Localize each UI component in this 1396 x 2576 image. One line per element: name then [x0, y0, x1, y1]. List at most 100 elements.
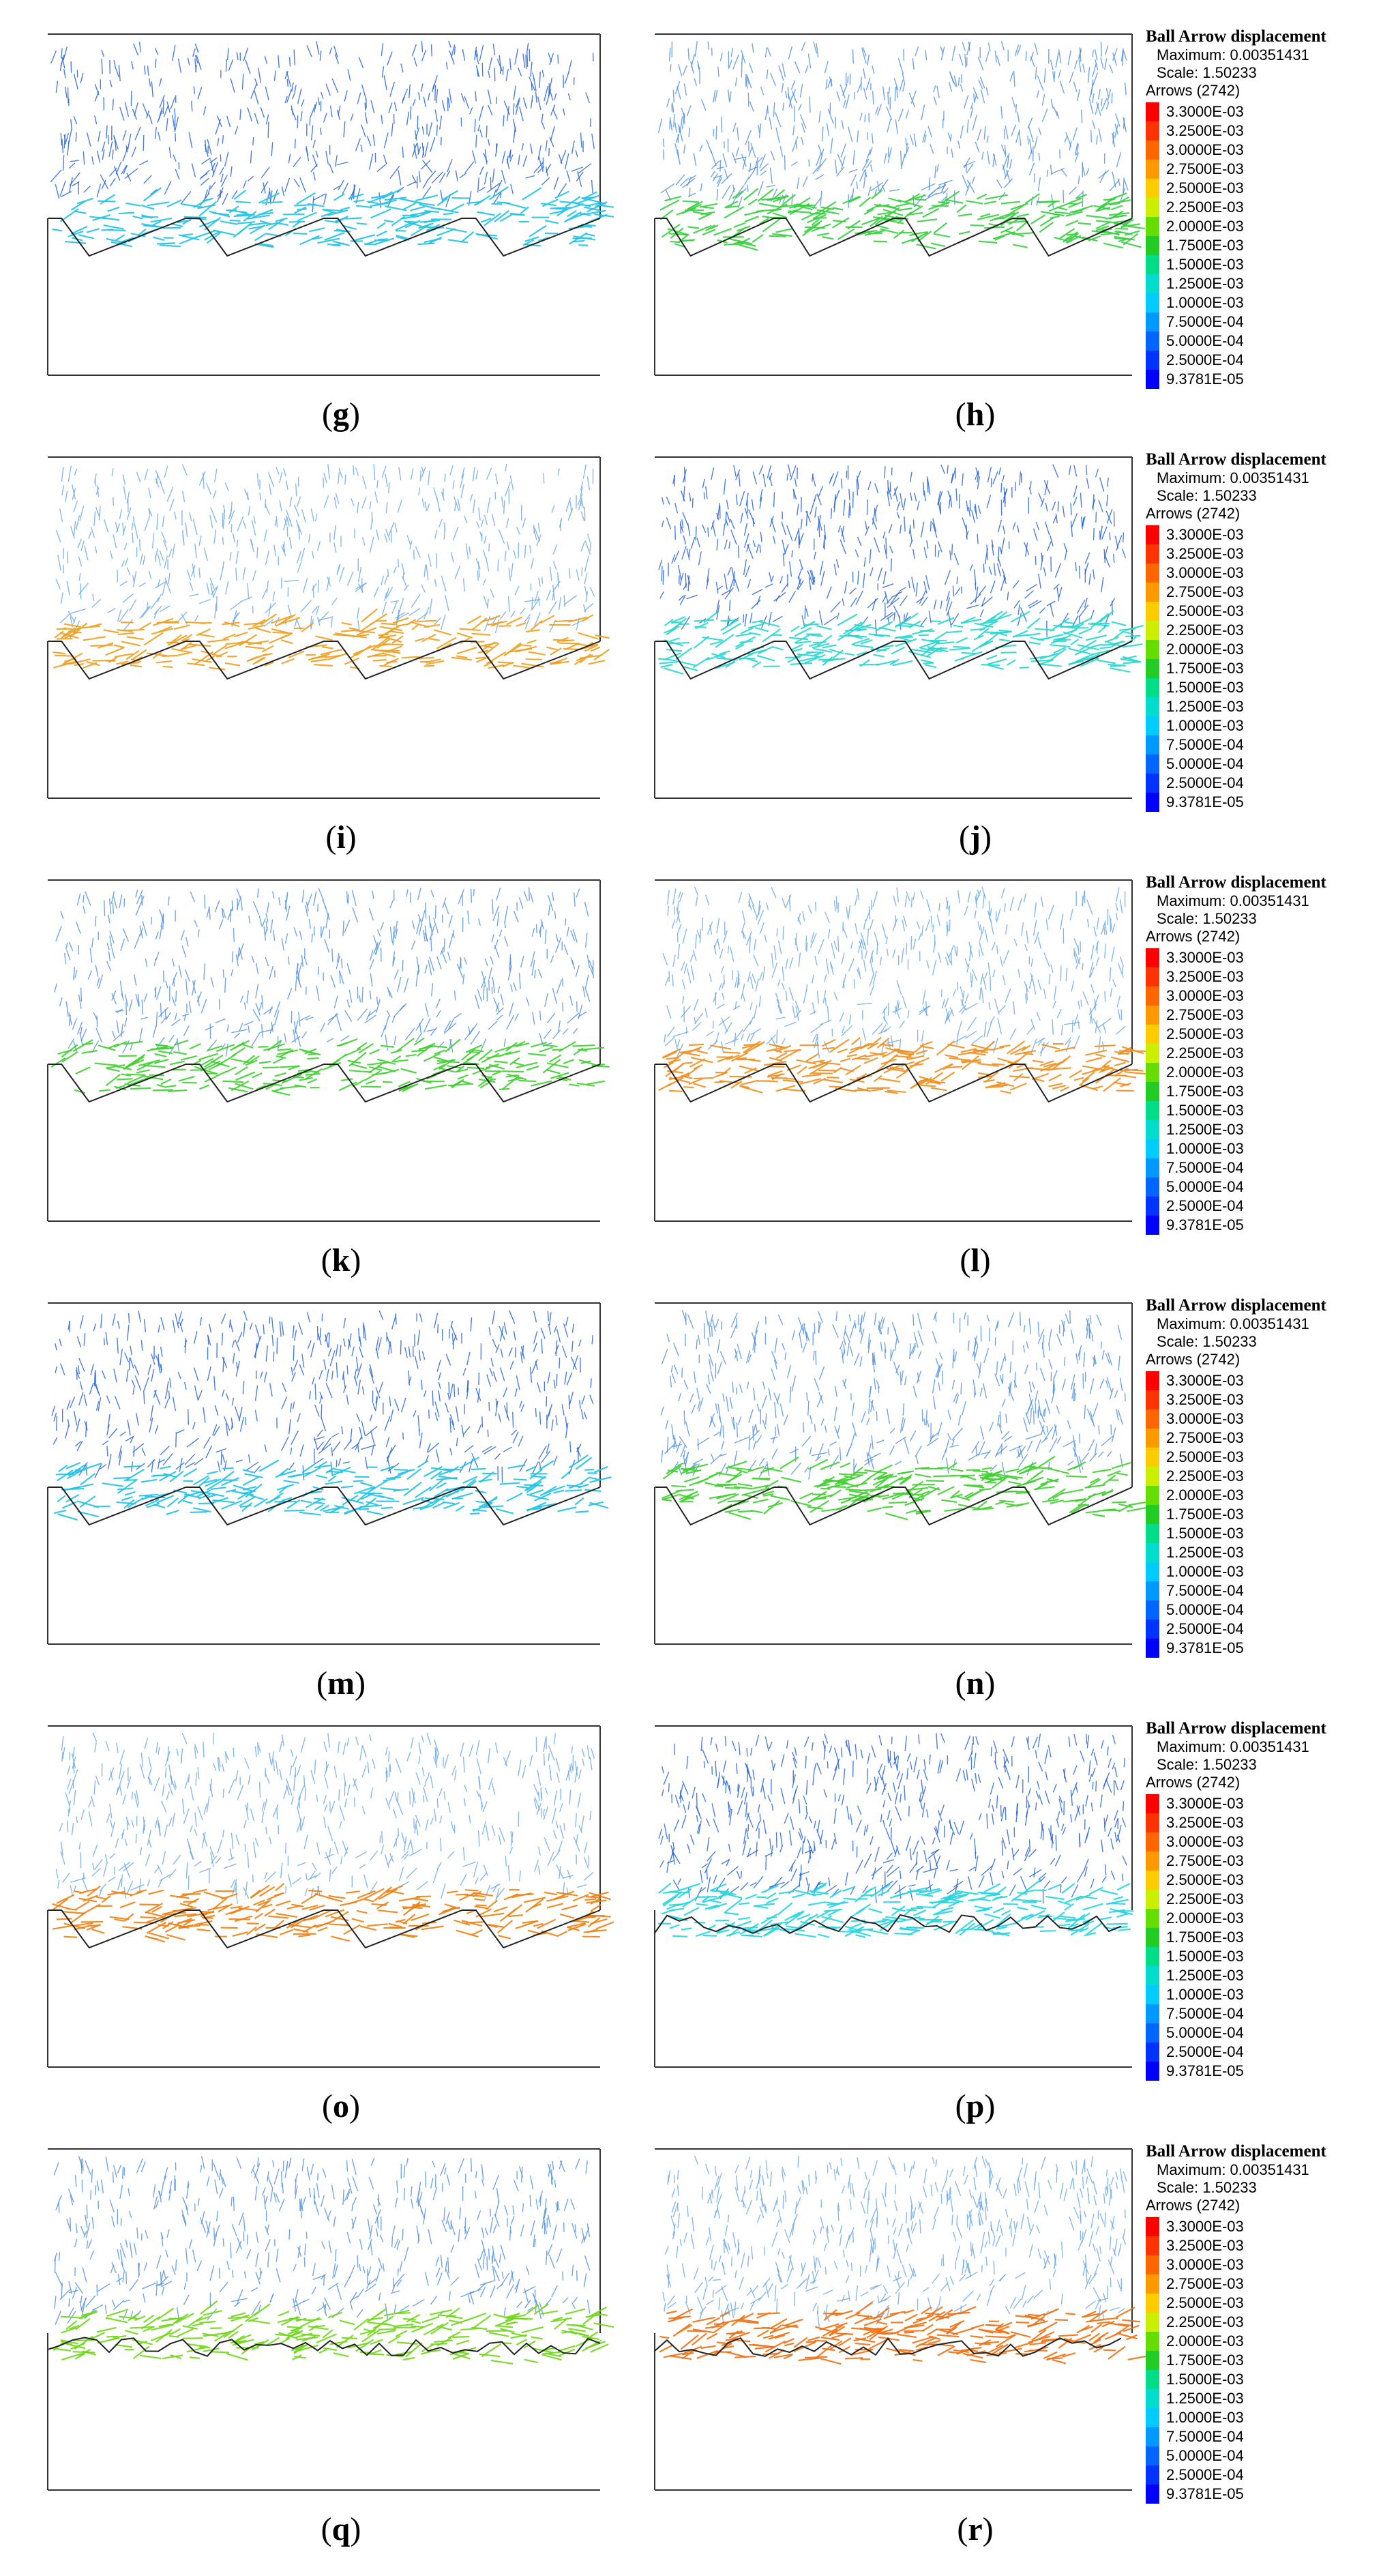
legend-value: 2.5000E-04 [1166, 774, 1244, 791]
vector-plot-o [47, 1725, 614, 2068]
legend-value: 9.3781E-05 [1166, 2062, 1244, 2079]
tooth-profile [654, 1914, 1122, 1935]
panel-m [27, 1283, 641, 1678]
legend-swatch [1146, 1390, 1159, 1409]
panel-caption-h: (h) [955, 396, 996, 433]
color-legend: Ball Arrow displacement Maximum: 0.003514… [1146, 1719, 1391, 2101]
legend-value: 1.2500E-03 [1166, 698, 1244, 715]
legend-maximum: Maximum: 0.00351431 [1157, 469, 1309, 486]
legend-value: 3.0000E-03 [1166, 141, 1244, 158]
legend-swatch [1146, 583, 1159, 602]
legend-value: 9.3781E-05 [1166, 1216, 1244, 1233]
legend-swatch [1146, 1044, 1159, 1063]
legend-arrows-count: Arrows (2742) [1146, 928, 1241, 945]
arrow-field [52, 1732, 614, 1943]
legend-title: Ball Arrow displacement [1146, 2142, 1326, 2161]
legend-value: 2.7500E-03 [1166, 1852, 1244, 1869]
legend-swatch [1146, 2408, 1159, 2427]
legend-swatch [1146, 1505, 1159, 1524]
legend-value: 1.2500E-03 [1166, 275, 1244, 292]
legend-value: 9.3781E-05 [1166, 2485, 1244, 2502]
arrow-field [660, 1309, 1146, 1521]
legend-value: 3.0000E-03 [1166, 564, 1244, 581]
legend-value: 2.5000E-03 [1166, 2294, 1244, 2311]
legend-swatch [1146, 141, 1159, 160]
legend-value: 7.5000E-04 [1166, 313, 1244, 330]
legend-value: 2.0000E-03 [1166, 641, 1244, 658]
legend-swatch [1146, 2427, 1159, 2446]
legend-swatch [1146, 1562, 1159, 1581]
vector-plot-n [654, 1302, 1146, 1645]
panel-label: i [336, 819, 346, 855]
tooth-profile [655, 218, 1133, 257]
legend-value: 5.0000E-04 [1166, 1601, 1244, 1618]
legend-swatch [1146, 755, 1159, 774]
legend-value: 2.2500E-03 [1166, 2313, 1244, 2330]
legend-value: 2.5000E-04 [1166, 2466, 1244, 2483]
legend-swatch [1146, 2370, 1159, 2389]
legend-swatch [1146, 697, 1159, 716]
legend-value: 3.2500E-03 [1166, 545, 1244, 562]
legend-swatch [1146, 544, 1159, 564]
legend-swatch [1146, 621, 1159, 640]
panel-caption-q: (q) [321, 2511, 361, 2547]
legend-swatch [1146, 160, 1159, 179]
legend-value: 2.5000E-04 [1166, 351, 1244, 368]
color-legend: Ball Arrow displacement Maximum: 0.003514… [1146, 873, 1391, 1255]
legend-swatch [1146, 640, 1159, 659]
vector-plot-r [654, 2148, 1146, 2491]
legend-swatch [1146, 2062, 1159, 2081]
legend-swatch [1146, 735, 1159, 755]
arrow-field [51, 1310, 612, 1521]
panel-r [648, 2128, 1262, 2524]
legend-value: 1.0000E-03 [1166, 294, 1244, 311]
legend-swatch [1146, 2217, 1159, 2236]
arrow-field [658, 464, 1144, 675]
legend-swatch [1146, 2236, 1159, 2255]
legend-maximum: Maximum: 0.00351431 [1157, 1315, 1309, 1332]
legend-value: 5.0000E-04 [1166, 2447, 1244, 2464]
vector-plot-l [654, 879, 1146, 1222]
legend-value: 2.0000E-03 [1166, 1487, 1244, 1504]
legend-swatch [1146, 2294, 1159, 2313]
legend-arrows-count: Arrows (2742) [1146, 1774, 1241, 1791]
legend-value: 3.2500E-03 [1166, 2237, 1244, 2254]
legend-swatch [1146, 102, 1159, 121]
arrow-field [52, 2155, 614, 2365]
legend-value: 1.7500E-03 [1166, 2352, 1244, 2369]
legend-swatch [1146, 564, 1159, 583]
legend-maximum: Maximum: 0.00351431 [1157, 46, 1309, 63]
panel-k [27, 860, 641, 1255]
panel-h [648, 14, 1262, 409]
legend-value: 3.0000E-03 [1166, 1410, 1244, 1427]
legend-value: 3.0000E-03 [1166, 987, 1244, 1004]
legend-swatch [1146, 774, 1159, 793]
legend-value: 3.3000E-03 [1166, 103, 1244, 120]
panel-label: o [333, 2088, 349, 2124]
legend-swatch [1146, 2485, 1159, 2504]
tooth-profile [654, 2337, 1122, 2357]
panel-caption-j: (j) [959, 819, 992, 855]
legend-value: 1.0000E-03 [1166, 717, 1244, 734]
legend-swatch [1146, 1832, 1159, 1852]
legend-swatch [1146, 525, 1159, 544]
legend-value: 2.7500E-03 [1166, 1429, 1244, 1446]
panel-caption-k: (k) [321, 1242, 361, 1278]
panel-caption-m: (m) [316, 1665, 366, 1701]
legend-swatch [1146, 2274, 1159, 2294]
panel-label: r [968, 2511, 983, 2547]
panel-label: k [331, 1242, 351, 1278]
arrow-field [53, 463, 610, 671]
tooth-profile [655, 641, 1133, 680]
panel-i [27, 437, 641, 832]
tooth-profile [48, 1064, 601, 1103]
legend-value: 3.2500E-03 [1166, 1391, 1244, 1408]
legend-value: 1.0000E-03 [1166, 1563, 1244, 1580]
legend-swatch [1146, 1966, 1159, 1985]
legend-value: 1.2500E-03 [1166, 1544, 1244, 1561]
legend-swatch [1146, 2023, 1159, 2043]
legend-swatch [1146, 1139, 1159, 1158]
legend-value: 5.0000E-04 [1166, 2024, 1244, 2041]
legend-value: 2.0000E-03 [1166, 1909, 1244, 1927]
panel-o [27, 1706, 641, 2101]
